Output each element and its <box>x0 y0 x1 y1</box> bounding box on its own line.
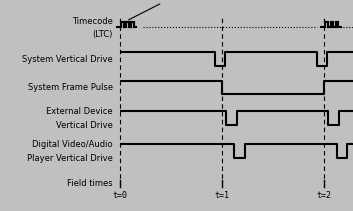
Text: (LTC): (LTC) <box>92 30 113 39</box>
Text: External Device: External Device <box>46 107 113 116</box>
Text: Timecode: Timecode <box>72 17 113 26</box>
Text: t=2: t=2 <box>317 191 332 200</box>
Text: Field times: Field times <box>67 179 113 188</box>
Text: System Vertical Drive: System Vertical Drive <box>22 55 113 64</box>
Text: Vertical Drive: Vertical Drive <box>56 121 113 130</box>
Text: Player Vertical Drive: Player Vertical Drive <box>27 154 113 163</box>
Text: Sync Word: Sync Word <box>128 0 199 20</box>
Text: t=0: t=0 <box>113 191 127 200</box>
Text: System Frame Pulse: System Frame Pulse <box>28 83 113 92</box>
Text: Digital Video/Audio: Digital Video/Audio <box>32 140 113 149</box>
Text: t=1: t=1 <box>215 191 230 200</box>
